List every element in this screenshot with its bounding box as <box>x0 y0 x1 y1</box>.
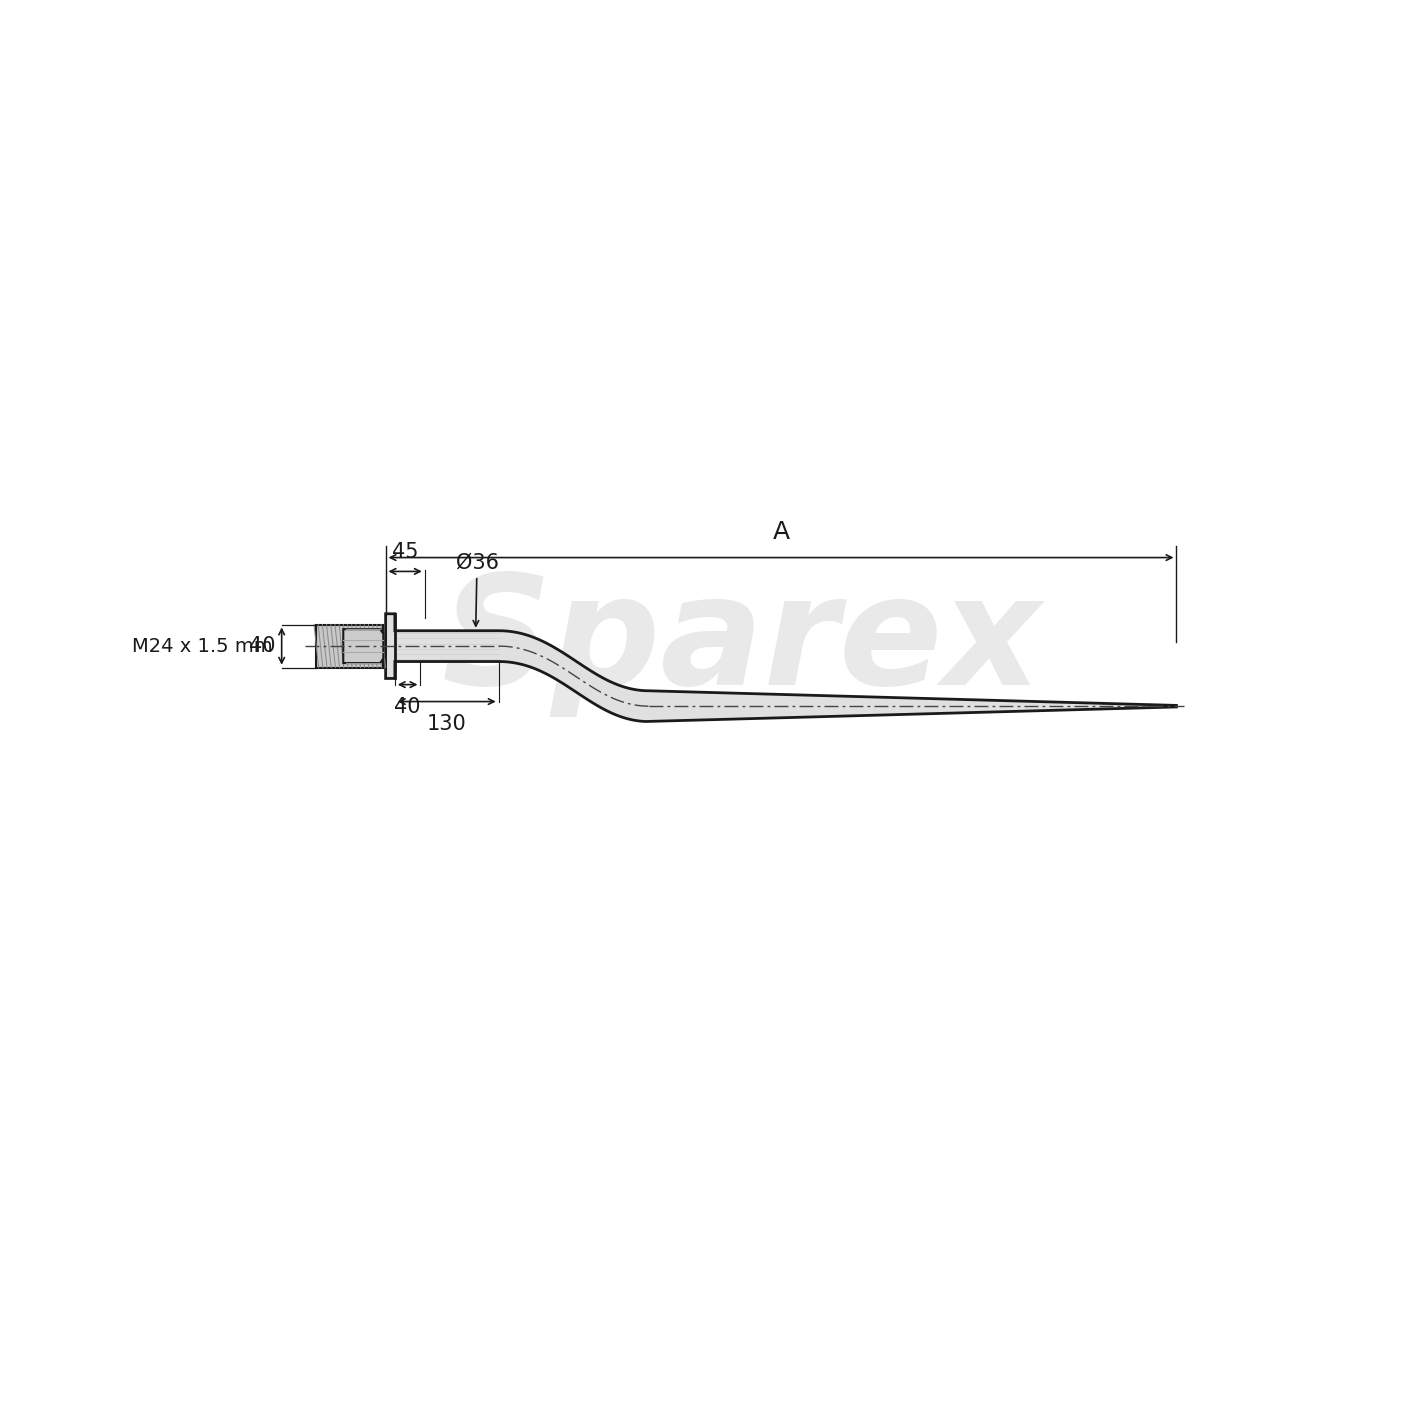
Text: 45: 45 <box>392 543 419 562</box>
Text: M24 x 1.5 mm: M24 x 1.5 mm <box>132 637 273 655</box>
Polygon shape <box>385 614 1177 721</box>
Text: Ø36: Ø36 <box>456 553 499 626</box>
Polygon shape <box>316 624 384 668</box>
Text: Sparex: Sparex <box>441 568 1042 717</box>
Text: 40: 40 <box>249 636 276 657</box>
Text: 130: 130 <box>427 714 467 734</box>
Text: 40: 40 <box>394 697 420 717</box>
Polygon shape <box>343 628 384 664</box>
Text: A: A <box>772 520 790 544</box>
